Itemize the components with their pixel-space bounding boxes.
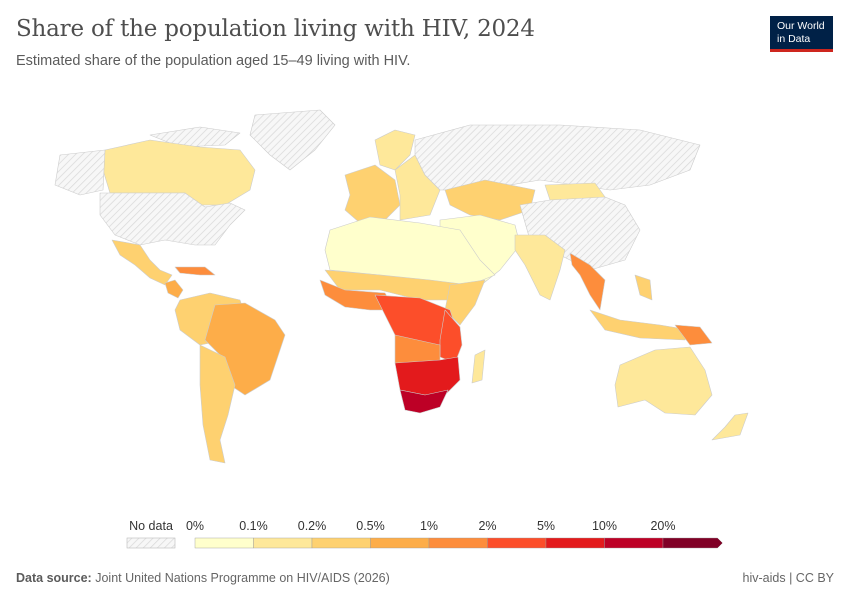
region-india[interactable] <box>514 234 566 301</box>
region-brazil[interactable] <box>204 302 286 396</box>
region-southeast-asia[interactable] <box>569 252 606 311</box>
world-map[interactable] <box>0 95 850 505</box>
region-central-america[interactable] <box>164 279 184 299</box>
region-south-america-south[interactable] <box>199 344 236 464</box>
region-scandinavia[interactable] <box>374 129 416 171</box>
legend-no-data-label: No data <box>129 519 173 533</box>
logo-line-1: Our World <box>777 20 825 32</box>
region-north-africa[interactable] <box>324 216 496 286</box>
legend-tick-label: 10% <box>591 519 618 533</box>
region-mexico[interactable] <box>111 239 173 286</box>
region-southern-africa[interactable] <box>394 356 461 396</box>
license-text[interactable]: hiv-aids | CC BY <box>742 571 834 585</box>
legend-bin[interactable] <box>428 537 488 549</box>
region-madagascar[interactable] <box>471 349 486 384</box>
legend-bin[interactable] <box>370 537 430 549</box>
legend-bin[interactable] <box>604 537 664 549</box>
legend-bin[interactable] <box>487 537 547 549</box>
legend-bin[interactable] <box>253 537 313 549</box>
data-source-label: Data source: <box>16 571 92 585</box>
legend-tick-label: 1% <box>419 519 439 533</box>
region-south-africa[interactable] <box>399 389 449 414</box>
legend-bin[interactable] <box>545 537 605 549</box>
legend-tick-label: 2% <box>478 519 497 533</box>
region-caribbean[interactable] <box>174 266 216 276</box>
legend-tick-label: 20% <box>650 519 676 533</box>
page-title: Share of the population living with HIV,… <box>16 16 535 42</box>
data-source: Data source: Joint United Nations Progra… <box>16 571 390 585</box>
legend-tick-label: 0% <box>185 519 205 533</box>
region-canada[interactable] <box>102 139 256 206</box>
region-alaska[interactable] <box>54 149 106 196</box>
subtitle: Estimated share of the population aged 1… <box>16 53 411 69</box>
region-philippines[interactable] <box>634 274 653 301</box>
legend-tick-label: 0.5% <box>356 519 385 533</box>
logo-line-2: in Data <box>777 33 811 45</box>
region-australia[interactable] <box>614 346 713 416</box>
legend-bin[interactable] <box>194 537 254 549</box>
region-russia[interactable] <box>414 124 701 191</box>
region-new-zealand[interactable] <box>711 412 749 441</box>
region-usa[interactable] <box>99 192 246 246</box>
legend-bar <box>126 537 723 549</box>
legend-tick-label: 0.1% <box>239 519 268 533</box>
legend-tick-label: 0.2% <box>297 519 327 533</box>
region-horn-of-africa[interactable] <box>444 279 486 326</box>
region-greenland[interactable] <box>249 109 336 171</box>
region-papua-new-guinea[interactable] <box>674 324 713 346</box>
legend-tick-label: 5% <box>536 519 556 533</box>
owid-logo[interactable]: Our World in Data <box>770 16 833 52</box>
legend-bin[interactable] <box>662 537 723 549</box>
data-source-text[interactable]: Joint United Nations Programme on HIV/AI… <box>95 571 390 585</box>
legend-bin[interactable] <box>311 537 371 549</box>
region-central-asia[interactable] <box>444 179 536 221</box>
legend-no-data-swatch <box>126 537 176 549</box>
region-europe-west[interactable] <box>344 164 401 224</box>
